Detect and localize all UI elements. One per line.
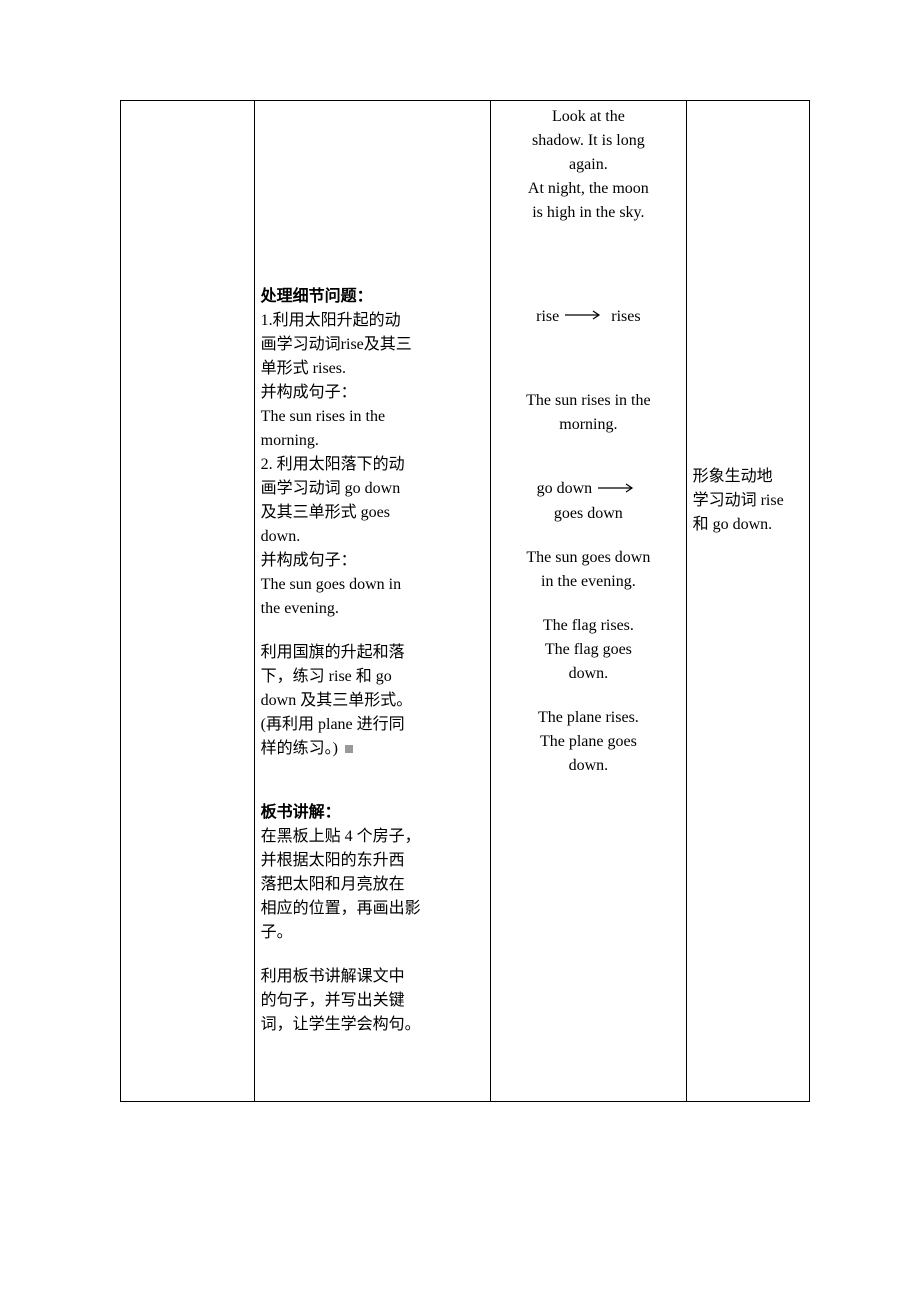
board-p1-l5: 子。 bbox=[261, 921, 485, 945]
sun-goes-l2: in the evening. bbox=[497, 570, 679, 594]
godown-right: goes down bbox=[497, 502, 679, 526]
square-icon bbox=[345, 745, 353, 753]
table-row: 处理细节问题： 1.利用太阳升起的动 画学习动词rise及其三 单形式 rise… bbox=[121, 101, 810, 1102]
note-l2: 学习动词 rise bbox=[693, 489, 803, 513]
plane-rises: The plane rises. bbox=[497, 706, 679, 730]
note-l1: 形象生动地 bbox=[693, 465, 803, 489]
col3-cell: Look at the shadow. It is long again. At… bbox=[491, 101, 686, 1102]
godown-arrow-line: go down bbox=[497, 477, 679, 501]
detail-item2-l2: 画学习动词 go down bbox=[261, 477, 485, 501]
flag-goes-l1: The flag goes bbox=[497, 638, 679, 662]
note-l3: 和 go down. bbox=[693, 513, 803, 537]
sentence1-l2: morning. bbox=[261, 429, 485, 453]
c3-top-l1: Look at the bbox=[497, 105, 679, 129]
sentence1-l1: The sun rises in the bbox=[261, 405, 485, 429]
sun-rises-l2: morning. bbox=[497, 413, 679, 437]
lesson-plan-table: 处理细节问题： 1.利用太阳升起的动 画学习动词rise及其三 单形式 rise… bbox=[120, 100, 810, 1102]
c3-top-l5: is high in the sky. bbox=[497, 201, 679, 225]
detail-item1-l1: 1.利用太阳升起的动 bbox=[261, 309, 485, 333]
detail-item2-l4: down. bbox=[261, 525, 485, 549]
board-p2-l1: 利用板书讲解课文中 bbox=[261, 965, 485, 989]
godown-prefix: go down bbox=[537, 480, 593, 497]
make-sentence-label-1: 并构成句子： bbox=[261, 381, 485, 405]
board-p1-l1: 在黑板上贴 4 个房子， bbox=[261, 825, 485, 849]
board-heading: 板书讲解： bbox=[261, 801, 485, 825]
plane-goes-l2: down. bbox=[497, 754, 679, 778]
flag-l5: 样的练习。) bbox=[261, 737, 485, 761]
flag-rises: The flag rises. bbox=[497, 614, 679, 638]
arrow-right-icon bbox=[596, 478, 640, 502]
flag-l1: 利用国旗的升起和落 bbox=[261, 641, 485, 665]
arrow-right-icon bbox=[563, 305, 607, 329]
sentence2-l1: The sun goes down in bbox=[261, 573, 485, 597]
detail-item2-l1: 2. 利用太阳落下的动 bbox=[261, 453, 485, 477]
plane-goes-l1: The plane goes bbox=[497, 730, 679, 754]
detail-item1-l3: 单形式 rises. bbox=[261, 357, 485, 381]
sun-goes-l1: The sun goes down bbox=[497, 546, 679, 570]
col1-cell bbox=[121, 101, 255, 1102]
board-p1-l4: 相应的位置，再画出影 bbox=[261, 897, 485, 921]
rise-arrow-line: rise rises bbox=[497, 305, 679, 329]
board-p2-l2: 的句子，并写出关键 bbox=[261, 989, 485, 1013]
c3-top-l3: again. bbox=[497, 153, 679, 177]
board-p2-l3: 词，让学生学会构句。 bbox=[261, 1013, 485, 1037]
col2-cell: 处理细节问题： 1.利用太阳升起的动 画学习动词rise及其三 单形式 rise… bbox=[254, 101, 491, 1102]
detail-heading: 处理细节问题： bbox=[261, 285, 485, 309]
flag-goes-l2: down. bbox=[497, 662, 679, 686]
flag-l2: 下，练习 rise 和 go bbox=[261, 665, 485, 689]
flag-l4: (再利用 plane 进行同 bbox=[261, 713, 485, 737]
col4-cell: 形象生动地 学习动词 rise 和 go down. bbox=[686, 101, 809, 1102]
detail-item2-l3: 及其三单形式 goes bbox=[261, 501, 485, 525]
detail-item1-l2: 画学习动词rise及其三 bbox=[261, 333, 485, 357]
rise-left: rise bbox=[536, 308, 559, 325]
flag-l3: down 及其三单形式。 bbox=[261, 689, 485, 713]
sun-rises-l1: The sun rises in the bbox=[497, 389, 679, 413]
board-p1-l3: 落把太阳和月亮放在 bbox=[261, 873, 485, 897]
sentence2-l2: the evening. bbox=[261, 597, 485, 621]
c3-top-l4: At night, the moon bbox=[497, 177, 679, 201]
make-sentence-label-2: 并构成句子： bbox=[261, 549, 485, 573]
c3-top-l2: shadow. It is long bbox=[497, 129, 679, 153]
board-p1-l2: 并根据太阳的东升西 bbox=[261, 849, 485, 873]
rise-right: rises bbox=[611, 308, 640, 325]
